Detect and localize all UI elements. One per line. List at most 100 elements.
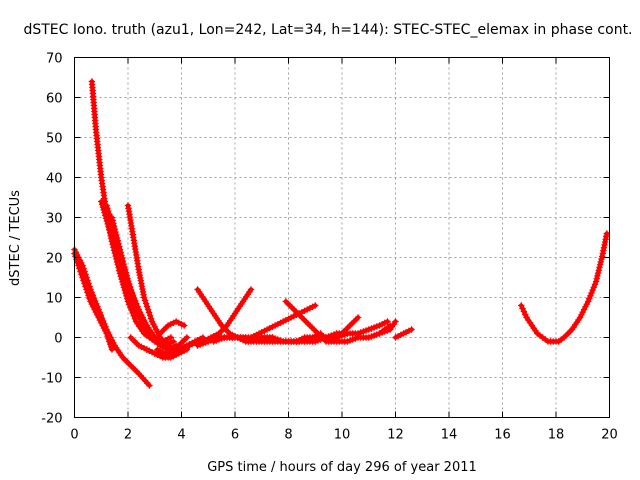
y-tick-label: 70 [46, 52, 63, 67]
data-point [105, 210, 113, 218]
y-tick-label: 20 [46, 252, 63, 267]
data-point [84, 289, 91, 296]
data-point [116, 243, 123, 250]
data-point [592, 278, 600, 285]
data-point [146, 312, 154, 319]
data-point [518, 302, 525, 309]
y-tick-label: 10 [46, 292, 63, 307]
data-point [116, 246, 124, 253]
data-point [136, 310, 143, 318]
data-point [111, 225, 119, 233]
data-points [71, 78, 611, 389]
x-tick-label: 10 [334, 428, 351, 443]
x-tick-label: 12 [387, 428, 404, 443]
data-point [183, 334, 191, 341]
data-point [598, 255, 605, 263]
data-point [77, 268, 84, 275]
data-point [132, 302, 140, 309]
data-point [392, 318, 399, 325]
data-point [114, 237, 121, 244]
y-tick-label: 50 [46, 132, 63, 147]
data-point [110, 223, 118, 230]
data-point [127, 287, 135, 294]
data-point [408, 326, 415, 333]
data-point [109, 217, 116, 224]
y-axis-label: dSTEC / TECUs [8, 190, 23, 286]
data-point [144, 306, 152, 313]
data-point [588, 289, 595, 297]
data-point [519, 305, 526, 312]
data-point [126, 284, 134, 291]
x-tick-label: 6 [231, 428, 239, 443]
data-point [145, 309, 153, 316]
data-point [79, 274, 86, 281]
data-point [589, 286, 596, 294]
data-point [584, 298, 592, 305]
data-point [124, 275, 131, 282]
data-point [117, 249, 124, 256]
data-point [125, 281, 133, 288]
data-point [143, 303, 151, 310]
data-point [135, 308, 142, 315]
y-tick-label: 0 [54, 332, 62, 347]
data-point [603, 230, 611, 237]
series-trail [155, 339, 200, 356]
data-point [591, 281, 599, 288]
data-point [312, 302, 319, 309]
data-point [98, 201, 106, 208]
data-point [595, 267, 602, 274]
y-tick-label: -20 [41, 412, 62, 427]
data-point [180, 322, 188, 329]
x-tick-label: 16 [494, 428, 511, 443]
data-point [386, 322, 394, 329]
data-point [108, 346, 116, 353]
data-point [121, 263, 128, 271]
x-tick-label: 18 [548, 428, 565, 443]
data-point [80, 277, 87, 284]
data-point [133, 305, 141, 312]
y-tick-label: 30 [46, 212, 63, 227]
data-point [82, 283, 89, 290]
data-point [141, 297, 149, 304]
data-point [118, 255, 126, 262]
data-point [138, 316, 145, 323]
data-point [110, 220, 117, 227]
data-point [119, 257, 127, 265]
data-point [76, 265, 83, 272]
data-point [122, 269, 130, 276]
grid [74, 57, 610, 418]
data-point [103, 202, 110, 209]
data-point [598, 253, 606, 260]
data-point [118, 252, 125, 259]
data-point [113, 231, 120, 239]
data-point [137, 313, 144, 321]
y-tick-label: 60 [46, 92, 63, 107]
data-point [115, 240, 122, 247]
data-point [597, 258, 605, 266]
data-point [247, 286, 255, 293]
data-point [81, 280, 88, 287]
data-point [120, 260, 127, 268]
data-point [131, 299, 139, 306]
data-point [72, 253, 79, 260]
data-point [594, 269, 602, 277]
chart-title: dSTEC Iono. truth (azu1, Lon=242, Lat=34… [23, 22, 632, 38]
data-point [121, 266, 129, 274]
data-point [105, 207, 112, 215]
data-point [78, 271, 85, 278]
x-axis-label: GPS time / hours of day 296 of year 2011 [207, 460, 477, 475]
data-point [128, 290, 136, 297]
data-point [104, 205, 111, 212]
data-point [85, 292, 92, 299]
data-point [140, 294, 148, 301]
data-point [112, 228, 119, 236]
data-point [75, 262, 82, 269]
x-tick-label: 0 [70, 428, 78, 443]
data-point [74, 259, 81, 266]
x-tick-label: 4 [177, 428, 185, 443]
data-point [520, 308, 528, 315]
data-point [586, 295, 593, 302]
x-tick-label: 20 [601, 428, 618, 443]
